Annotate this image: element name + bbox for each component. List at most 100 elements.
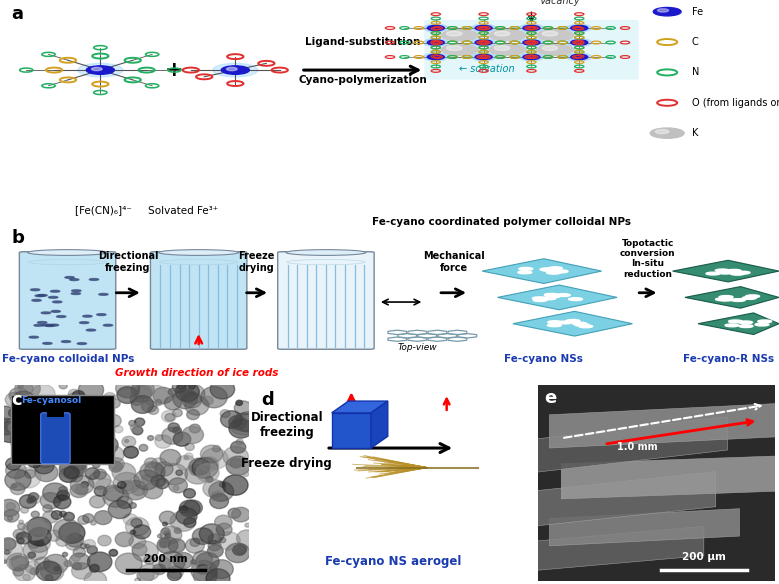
Circle shape (27, 517, 51, 537)
Circle shape (17, 538, 24, 544)
Circle shape (64, 467, 79, 479)
Circle shape (201, 387, 227, 408)
Circle shape (571, 26, 587, 30)
Circle shape (9, 409, 19, 417)
Circle shape (192, 458, 218, 478)
Circle shape (168, 388, 178, 395)
Circle shape (83, 514, 94, 523)
Circle shape (558, 321, 572, 324)
Circle shape (230, 413, 256, 435)
Circle shape (548, 321, 562, 324)
Circle shape (226, 456, 250, 475)
Circle shape (87, 552, 112, 572)
Circle shape (5, 550, 10, 554)
Circle shape (185, 453, 193, 460)
Circle shape (24, 526, 28, 529)
Polygon shape (332, 401, 388, 413)
Circle shape (0, 421, 23, 443)
Circle shape (243, 472, 249, 477)
Circle shape (566, 319, 580, 322)
Circle shape (37, 322, 47, 324)
Circle shape (6, 553, 29, 571)
Circle shape (173, 486, 179, 491)
Circle shape (155, 462, 173, 476)
Circle shape (210, 559, 233, 578)
Circle shape (14, 400, 29, 412)
Circle shape (755, 323, 769, 326)
Circle shape (155, 434, 163, 441)
Circle shape (11, 431, 37, 453)
Circle shape (48, 297, 58, 298)
FancyBboxPatch shape (150, 252, 247, 349)
Circle shape (135, 390, 139, 394)
Text: Growth direction of ice rods: Growth direction of ice rods (115, 369, 278, 378)
Circle shape (117, 387, 138, 404)
Circle shape (428, 26, 444, 30)
Circle shape (29, 336, 38, 338)
Circle shape (96, 479, 115, 493)
Circle shape (161, 528, 170, 535)
Circle shape (72, 391, 85, 401)
Polygon shape (561, 456, 779, 499)
Circle shape (151, 458, 167, 470)
Circle shape (428, 40, 444, 45)
Circle shape (78, 63, 123, 77)
Circle shape (51, 311, 60, 312)
Circle shape (208, 541, 221, 551)
Text: Fe-cyano colloidal NPs: Fe-cyano colloidal NPs (2, 354, 134, 364)
Circle shape (160, 511, 176, 524)
Circle shape (54, 499, 58, 502)
Text: Directional
freezing: Directional freezing (98, 251, 158, 273)
Circle shape (183, 500, 203, 515)
Circle shape (523, 54, 540, 60)
Circle shape (78, 436, 84, 442)
Circle shape (33, 457, 54, 474)
Text: Freeze drying: Freeze drying (241, 457, 332, 470)
Circle shape (132, 544, 147, 555)
Polygon shape (533, 471, 716, 526)
Circle shape (446, 32, 462, 36)
Circle shape (199, 524, 224, 544)
Circle shape (185, 464, 210, 484)
Circle shape (725, 324, 739, 326)
Circle shape (123, 481, 147, 500)
Circle shape (176, 470, 182, 475)
Circle shape (650, 128, 684, 138)
Circle shape (548, 267, 562, 270)
Circle shape (556, 294, 570, 297)
Circle shape (573, 322, 587, 325)
Circle shape (103, 486, 129, 507)
Circle shape (157, 537, 178, 554)
FancyBboxPatch shape (425, 20, 639, 79)
Circle shape (736, 272, 750, 274)
Circle shape (165, 534, 171, 538)
Circle shape (20, 507, 29, 513)
Circle shape (144, 458, 157, 468)
Circle shape (5, 418, 22, 433)
Circle shape (69, 553, 90, 569)
Circle shape (225, 543, 250, 562)
Circle shape (41, 492, 61, 509)
Circle shape (5, 462, 26, 479)
Circle shape (174, 528, 181, 533)
Circle shape (228, 508, 241, 518)
Circle shape (71, 293, 80, 294)
Circle shape (41, 312, 51, 314)
Text: Topotactic
conversion
In-situ
reduction: Topotactic conversion In-situ reduction (620, 239, 675, 279)
Circle shape (655, 130, 669, 134)
Circle shape (43, 342, 52, 345)
Circle shape (22, 413, 44, 431)
Circle shape (190, 539, 199, 547)
Circle shape (86, 66, 115, 74)
Circle shape (157, 534, 162, 538)
Circle shape (137, 385, 153, 397)
Circle shape (69, 390, 80, 399)
Circle shape (93, 462, 100, 468)
Circle shape (719, 296, 733, 298)
Circle shape (746, 295, 760, 298)
Circle shape (132, 380, 154, 398)
Circle shape (142, 385, 168, 406)
Polygon shape (371, 401, 388, 448)
Circle shape (70, 484, 87, 498)
Circle shape (36, 408, 45, 415)
